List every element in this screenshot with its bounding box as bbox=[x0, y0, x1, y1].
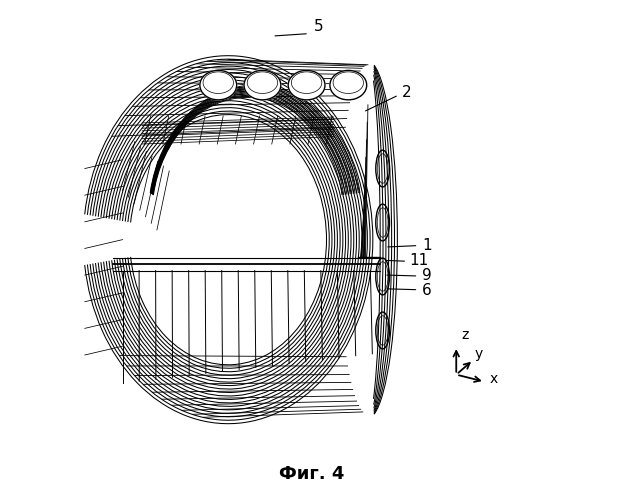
Ellipse shape bbox=[330, 70, 367, 100]
Ellipse shape bbox=[200, 70, 237, 100]
Text: x: x bbox=[490, 372, 498, 386]
Text: 6: 6 bbox=[422, 282, 432, 297]
Text: 1: 1 bbox=[422, 238, 432, 252]
Ellipse shape bbox=[244, 70, 281, 100]
Text: y: y bbox=[475, 347, 483, 361]
Text: 9: 9 bbox=[422, 268, 432, 283]
Text: Фиг. 4: Фиг. 4 bbox=[279, 465, 344, 483]
Text: 2: 2 bbox=[402, 85, 412, 100]
Text: 5: 5 bbox=[314, 19, 323, 34]
Text: z: z bbox=[461, 328, 468, 342]
Text: 11: 11 bbox=[410, 253, 429, 268]
Ellipse shape bbox=[288, 70, 325, 100]
